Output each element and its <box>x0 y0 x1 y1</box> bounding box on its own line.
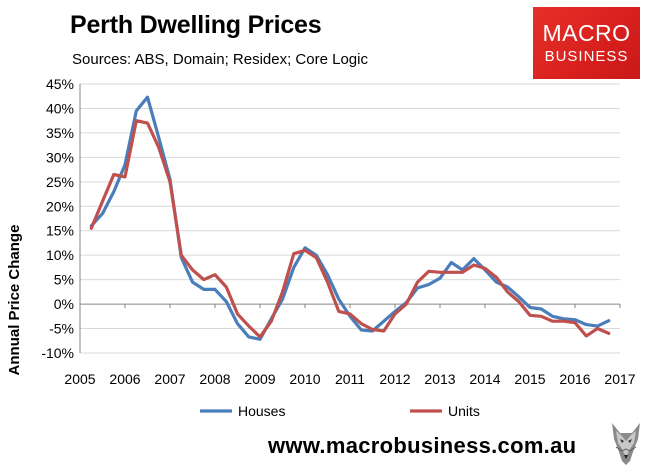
x-tick-label: 2014 <box>469 371 500 387</box>
x-tick-label: 2016 <box>559 371 590 387</box>
y-tick-label: 35% <box>46 125 74 141</box>
series-lines <box>89 95 611 341</box>
x-tick-label: 2017 <box>604 371 635 387</box>
x-tick-label: 2006 <box>109 371 140 387</box>
legend-label-houses: Houses <box>238 403 285 419</box>
series-line-units <box>89 119 611 339</box>
gridlines <box>80 83 620 354</box>
logo-line-2: BUSINESS <box>544 48 629 65</box>
y-tick-label: 25% <box>46 174 74 190</box>
x-tick-label: 2015 <box>514 371 545 387</box>
chart-title: Perth Dwelling Prices <box>70 11 322 39</box>
footer-url: www.macrobusiness.com.au <box>268 433 577 458</box>
x-tick-label: 2007 <box>154 371 185 387</box>
wolf-head-icon <box>608 419 644 467</box>
y-tick-label: 15% <box>46 223 74 239</box>
y-tick-label: 10% <box>46 247 74 263</box>
macrobusiness-logo: MACRO BUSINESS <box>533 7 640 79</box>
y-tick-label: -5% <box>49 321 74 337</box>
y-tick-label: 40% <box>46 100 74 116</box>
chart-subtitle: Sources: ABS, Domain; Residex; Core Logi… <box>72 51 368 68</box>
y-tick-label: 30% <box>46 149 74 165</box>
x-tick-label: 2010 <box>289 371 320 387</box>
x-tick-label: 2012 <box>379 371 410 387</box>
y-tick-label: 5% <box>54 272 74 288</box>
legend-label-units: Units <box>448 403 480 419</box>
series-line-houses <box>89 95 611 341</box>
y-tick-label: 45% <box>46 76 74 92</box>
y-tick-label: 20% <box>46 198 74 214</box>
y-tick-label: -10% <box>41 345 74 361</box>
logo-line-1: MACRO <box>542 20 631 46</box>
legend: Houses Units <box>200 403 480 419</box>
x-tick-label: 2008 <box>199 371 230 387</box>
x-tick-label: 2011 <box>335 371 365 387</box>
axes: -10% -5% 0% 5% 10% 15% 20% 25% 30% 35% 40% 45% 2005 2… <box>41 76 635 387</box>
x-tick-label: 2013 <box>424 371 455 387</box>
x-tick-label: 2005 <box>64 371 95 387</box>
y-tick-label: 0% <box>54 296 74 312</box>
x-tick-label: 2009 <box>244 371 275 387</box>
